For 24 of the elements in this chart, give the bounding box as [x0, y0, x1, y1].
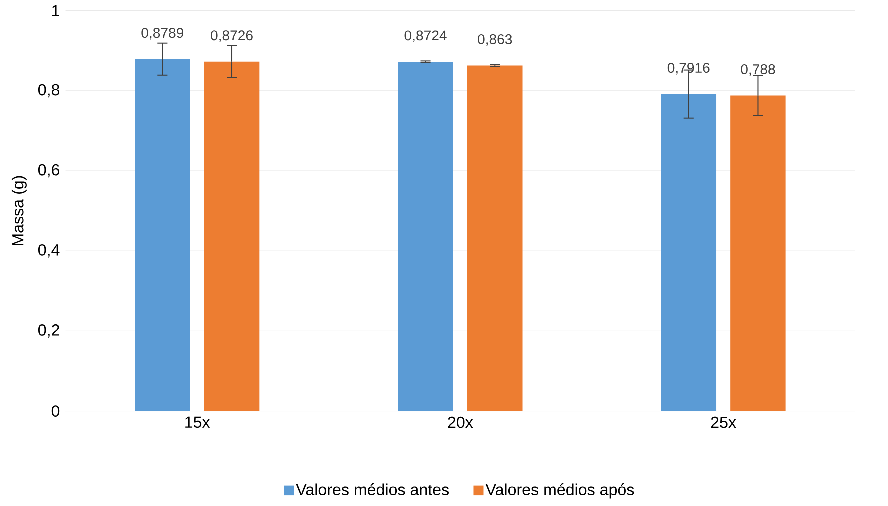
- y-tick-label: 1: [52, 6, 60, 17]
- data-label: 0,7916: [668, 63, 710, 75]
- y-tick-label: 0,4: [38, 244, 60, 258]
- bar: [204, 62, 260, 412]
- data-label: 0,8789: [142, 28, 184, 40]
- data-label: 0,8724: [404, 30, 447, 43]
- y-axis-title: Massa (g): [12, 176, 27, 246]
- bar: [467, 66, 523, 412]
- bar: [135, 60, 190, 412]
- data-label: 0,8726: [211, 30, 253, 42]
- legend-label: Valores médios após: [486, 484, 634, 499]
- legend-label: Valores médios antes: [296, 484, 449, 496]
- data-label: 0,863: [478, 34, 512, 46]
- bar: [661, 94, 717, 412]
- y-tick-label: 0,2: [38, 324, 60, 338]
- data-label: 0,788: [741, 64, 776, 76]
- x-tick-label: 20x: [448, 417, 474, 428]
- y-tick-label: 0: [52, 406, 60, 418]
- bar: [730, 96, 786, 412]
- x-tick-label: 15x: [186, 417, 210, 428]
- y-tick-label: 0,6: [38, 164, 60, 178]
- x-tick-label: 25x: [711, 417, 736, 428]
- bar: [398, 62, 454, 412]
- y-tick-label: 0,8: [38, 84, 60, 98]
